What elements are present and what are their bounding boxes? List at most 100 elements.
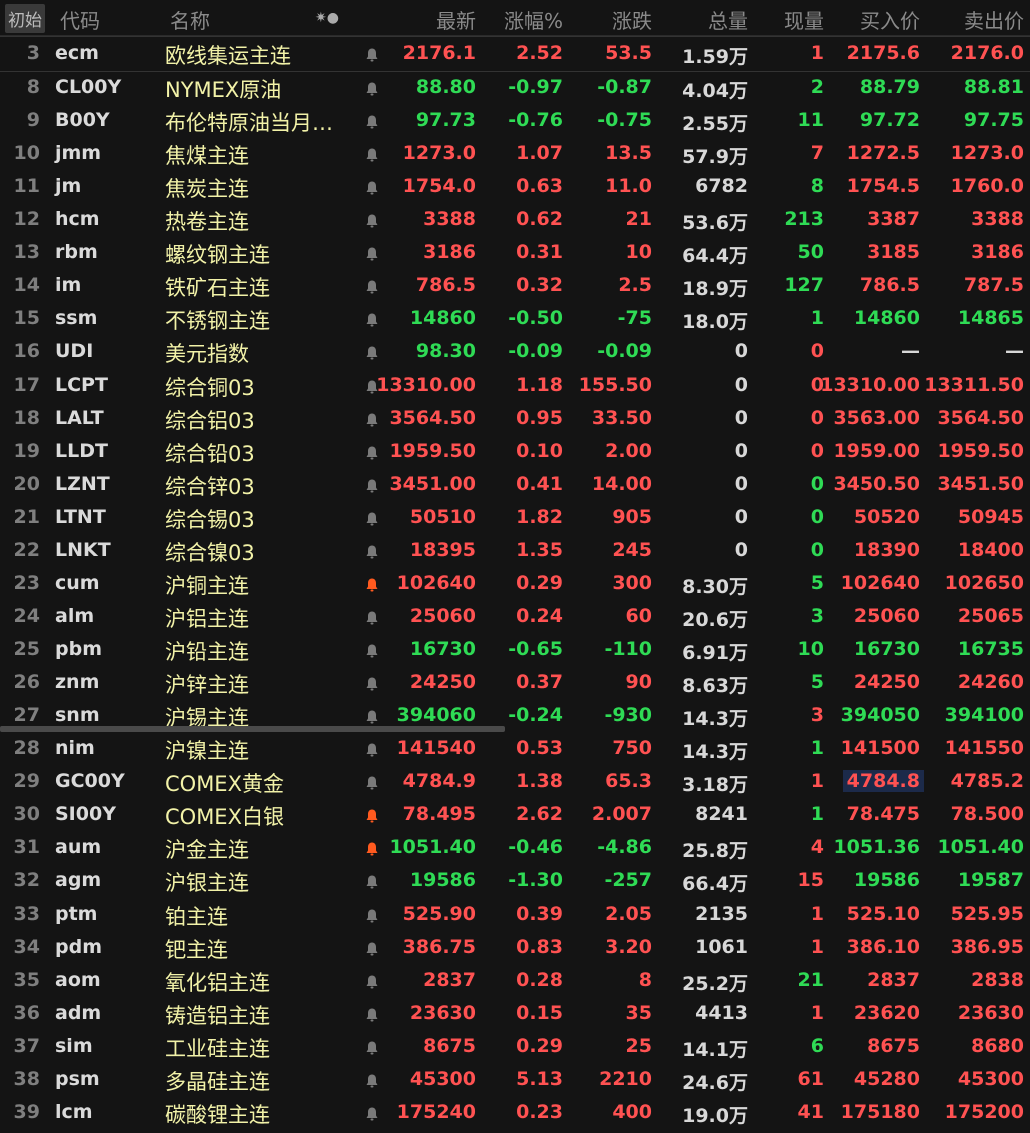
- alert-toggle-icon[interactable]: ✷●: [315, 10, 339, 26]
- symbol-code: pdm: [55, 935, 102, 958]
- change: 2.007: [591, 803, 652, 826]
- bid-price: 1959.00: [833, 439, 920, 462]
- bell-icon[interactable]: [364, 1039, 380, 1055]
- table-row[interactable]: 30 SI00Y COMEX白银 78.495 2.62 2.007 8241 1 78.475…: [0, 798, 1030, 831]
- bell-icon[interactable]: [364, 80, 380, 96]
- table-row[interactable]: 28 nim 沪镍主连 141540 0.53 750 14.3万 1 141500 141550: [0, 732, 1030, 765]
- table-row[interactable]: 36 adm 铸造铝主连 23630 0.15 35 4413 1 23620 23630: [0, 997, 1030, 1030]
- table-row[interactable]: 10 jmm 焦煤主连 1273.0 1.07 13.5 57.9万 7 1272.5 1273.…: [0, 137, 1030, 170]
- horizontal-scrollbar[interactable]: [0, 726, 505, 732]
- table-row[interactable]: 31 aum 沪金主连 1051.40 -0.46 -4.86 25.8万 4 1051.36 1…: [0, 831, 1030, 864]
- bell-icon[interactable]: [364, 444, 380, 460]
- table-row[interactable]: 11 jm 焦炭主连 1754.0 0.63 11.0 6782 8 1754.5 1760.0: [0, 170, 1030, 203]
- header-name[interactable]: 名称: [170, 9, 210, 33]
- bell-icon[interactable]: [364, 510, 380, 526]
- table-row[interactable]: 29 GC00Y COMEX黄金 4784.9 1.38 65.3 3.18万 1 4784.8…: [0, 765, 1030, 798]
- header-vol[interactable]: 总量: [708, 9, 748, 33]
- table-row[interactable]: 16 UDI 美元指数 98.30 -0.09 -0.09 0 0 — —: [0, 335, 1030, 368]
- table-row[interactable]: 33 ptm 铂主连 525.90 0.39 2.05 2135 1 525.10 525.95: [0, 898, 1030, 931]
- header-cur[interactable]: 现量: [784, 9, 824, 33]
- symbol-name: 综合铅03: [165, 441, 255, 466]
- row-index: 8: [26, 76, 40, 98]
- bell-icon[interactable]: [364, 675, 380, 691]
- last-price: 3186: [423, 241, 476, 264]
- bell-icon[interactable]: [364, 411, 380, 427]
- bell-icon[interactable]: [364, 840, 380, 856]
- bell-icon[interactable]: [364, 113, 380, 129]
- table-row[interactable]: 17 LCPT 综合铜03 13310.00 1.18 155.50 0 0 13310.00 1…: [0, 369, 1030, 402]
- last-price: 45300: [409, 1067, 476, 1090]
- bell-icon[interactable]: [364, 543, 380, 559]
- bell-icon[interactable]: [364, 146, 380, 162]
- bell-icon[interactable]: [364, 212, 380, 228]
- bell-icon[interactable]: [364, 609, 380, 625]
- total-volume: 4413: [695, 1001, 748, 1024]
- bell-icon[interactable]: [364, 708, 380, 724]
- bell-icon[interactable]: [364, 1105, 380, 1121]
- bell-icon[interactable]: [364, 973, 380, 989]
- bell-icon[interactable]: [364, 576, 380, 592]
- header-pct[interactable]: 涨幅%: [503, 9, 563, 33]
- table-row[interactable]: 14 im 铁矿石主连 786.5 0.32 2.5 18.9万 127 786.5 787.5: [0, 269, 1030, 302]
- table-row[interactable]: 8 CL00Y NYMEX原油 88.80 -0.97 -0.87 4.04万 2 88.79 8…: [0, 71, 1030, 104]
- row-index: 37: [13, 1034, 40, 1057]
- table-row[interactable]: 13 rbm 螺纹钢主连 3186 0.31 10 64.4万 50 3185 3186: [0, 236, 1030, 269]
- table-row[interactable]: 26 znm 沪锌主连 24250 0.37 90 8.63万 5 24250 24260: [0, 666, 1030, 699]
- bell-icon[interactable]: [364, 179, 380, 195]
- bell-icon[interactable]: [364, 344, 380, 360]
- table-row[interactable]: 15 ssm 不锈钢主连 14860 -0.50 -75 18.0万 1 14860 14865: [0, 302, 1030, 335]
- header-ask[interactable]: 卖出价: [964, 9, 1024, 33]
- table-row[interactable]: 24 alm 沪铝主连 25060 0.24 60 20.6万 3 25060 25065: [0, 600, 1030, 633]
- table-row[interactable]: 25 pbm 沪铅主连 16730 -0.65 -110 6.91万 10 16730 16735: [0, 633, 1030, 666]
- row-index: 25: [13, 638, 40, 661]
- symbol-name: 碳酸锂主连: [165, 1102, 270, 1127]
- table-row[interactable]: 39 lcm 碳酸锂主连 175240 0.23 400 19.0万 41 175180 1752…: [0, 1096, 1030, 1129]
- bell-icon[interactable]: [364, 245, 380, 261]
- bell-icon[interactable]: [364, 940, 380, 956]
- header-last[interactable]: 最新: [436, 9, 476, 33]
- table-row[interactable]: 22 LNKT 综合镍03 18395 1.35 245 0 0 18390 18400: [0, 534, 1030, 567]
- table-row[interactable]: 37 sim 工业硅主连 8675 0.29 25 14.1万 6 8675 8680: [0, 1030, 1030, 1063]
- bell-icon[interactable]: [364, 774, 380, 790]
- header-code[interactable]: 代码: [60, 9, 100, 33]
- bell-icon[interactable]: [364, 46, 380, 62]
- table-row[interactable]: 12 hcm 热卷主连 3388 0.62 21 53.6万 213 3387 3388: [0, 203, 1030, 236]
- bell-icon[interactable]: [364, 311, 380, 327]
- table-row[interactable]: 3 ecm 欧线集运主连 2176.1 2.52 53.5 1.59万 1 2175.6 2176…: [0, 36, 1030, 72]
- bell-icon[interactable]: [364, 807, 380, 823]
- last-price: 14860: [409, 307, 476, 330]
- last-price: 97.73: [415, 109, 476, 132]
- table-row[interactable]: 23 cum 沪铜主连 102640 0.29 300 8.30万 5 102640 102650: [0, 567, 1030, 600]
- table-row[interactable]: 34 pdm 钯主连 386.75 0.83 3.20 1061 1 386.10 386.95: [0, 931, 1030, 964]
- total-volume: 64.4万: [682, 245, 748, 268]
- change: 3.20: [605, 935, 652, 958]
- bell-icon[interactable]: [364, 378, 380, 394]
- bell-icon[interactable]: [364, 741, 380, 757]
- table-row[interactable]: 20 LZNT 综合锌03 3451.00 0.41 14.00 0 0 3450.50 3451…: [0, 468, 1030, 501]
- table-row[interactable]: 9 B00Y 布伦特原油当月… 97.73 -0.76 -0.75 2.55万 11 97.72…: [0, 104, 1030, 137]
- table-row[interactable]: 19 LLDT 综合铅03 1959.50 0.10 2.00 0 0 1959.00 1959.…: [0, 435, 1030, 468]
- table-row[interactable]: 18 LALT 综合铝03 3564.50 0.95 33.50 0 0 3563.00 3564…: [0, 402, 1030, 435]
- bell-icon[interactable]: [364, 1006, 380, 1022]
- symbol-name: 综合锡03: [165, 507, 255, 532]
- table-row[interactable]: 38 psm 多晶硅主连 45300 5.13 2210 24.6万 61 45280 45300: [0, 1063, 1030, 1096]
- change-percent: 0.53: [516, 737, 563, 760]
- bell-icon[interactable]: [364, 278, 380, 294]
- symbol-code: nim: [55, 737, 95, 760]
- header-bid[interactable]: 买入价: [860, 9, 920, 33]
- table-row[interactable]: 21 LTNT 综合锡03 50510 1.82 905 0 0 50520 50945: [0, 501, 1030, 534]
- bell-icon[interactable]: [364, 642, 380, 658]
- reset-button[interactable]: 初始: [5, 4, 45, 33]
- change: -75: [617, 307, 652, 330]
- bell-icon[interactable]: [364, 873, 380, 889]
- change-percent: -0.97: [508, 76, 563, 98]
- change: 13.5: [605, 142, 652, 165]
- bell-icon[interactable]: [364, 1072, 380, 1088]
- bell-icon[interactable]: [364, 907, 380, 923]
- bell-icon[interactable]: [364, 477, 380, 493]
- table-row[interactable]: 35 aom 氧化铝主连 2837 0.28 8 25.2万 21 2837 2838: [0, 964, 1030, 997]
- header-chg[interactable]: 涨跌: [612, 9, 652, 33]
- symbol-code: snm: [55, 704, 100, 727]
- total-volume: 0: [734, 472, 748, 495]
- table-row[interactable]: 32 agm 沪银主连 19586 -1.30 -257 66.4万 15 19586 19587: [0, 864, 1030, 897]
